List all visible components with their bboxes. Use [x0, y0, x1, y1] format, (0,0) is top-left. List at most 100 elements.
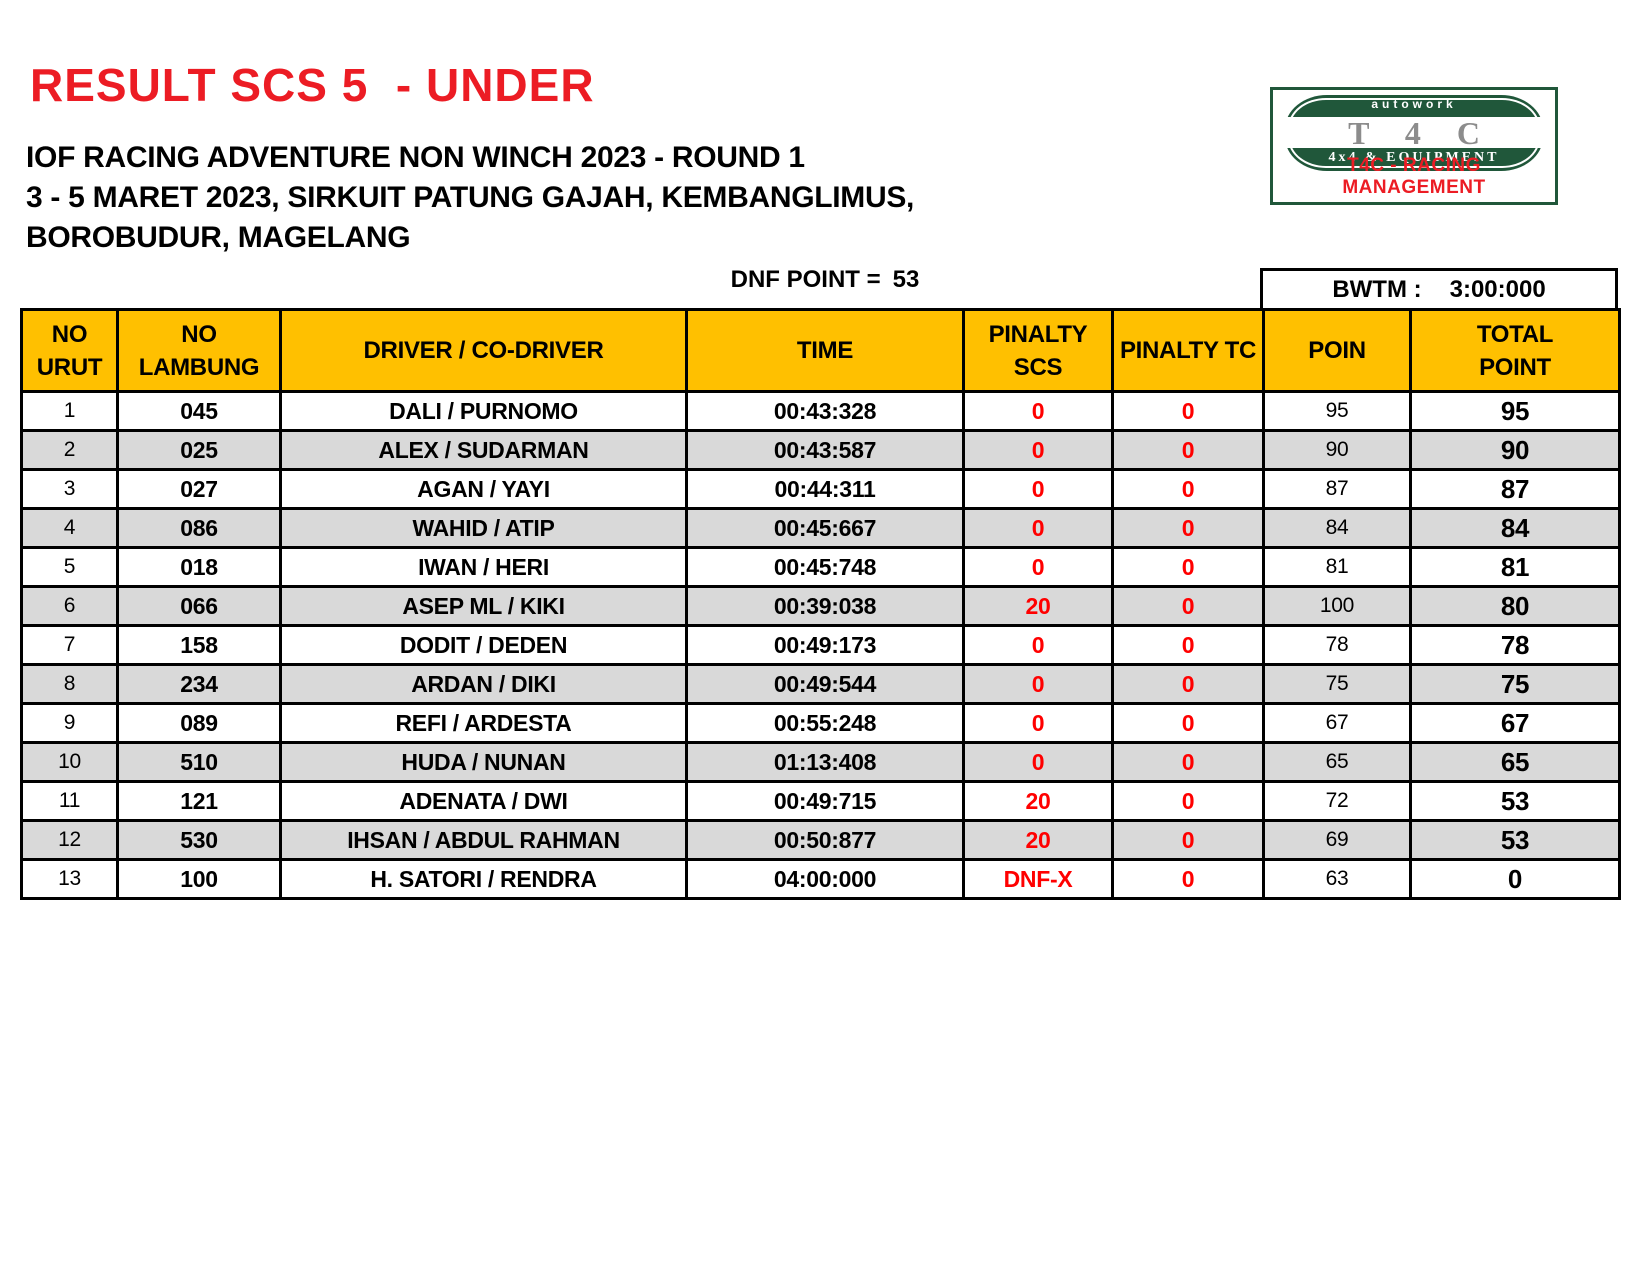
cell-no_lambung: 234: [116, 663, 282, 705]
table-row: 3 027 AGAN / YAYI 00:44:311 0 0 87 87: [20, 468, 1621, 510]
cell-pinalty_tc: 0: [1111, 858, 1265, 900]
event-subtitle: IOF RACING ADVENTURE NON WINCH 2023 - RO…: [26, 141, 915, 254]
cell-driver: HUDA / NUNAN: [279, 741, 688, 783]
logo-equipment-text: 4x4 & EQUIPMENT: [1328, 150, 1500, 165]
cell-poin: 67: [1262, 702, 1412, 744]
cell-time: 00:45:748: [685, 546, 965, 588]
table-row: 6 066 ASEP ML / KIKI 00:39:038 20 0 100 80: [20, 585, 1621, 627]
dnf-point-value: 53: [892, 266, 920, 293]
cell-time: 00:43:328: [685, 390, 965, 432]
bwtm-value: 3:00:000: [1449, 275, 1546, 303]
table-row: 8 234 ARDAN / DIKI 00:49:544 0 0 75 75: [20, 663, 1621, 705]
cell-pinalty_scs: 0: [962, 390, 1114, 432]
table-row: 2 025 ALEX / SUDARMAN 00:43:587 0 0 90 90: [20, 429, 1621, 471]
dnf-point-label: DNF POINT =: [730, 266, 881, 293]
cell-time: 00:55:248: [685, 702, 965, 744]
header-row: NO URUT NO LAMBUNG DRIVER / CO-DRIVER TIME P…: [20, 308, 1621, 393]
cell-total: 67: [1409, 702, 1621, 744]
cell-driver: H. SATORI / RENDRA: [279, 858, 688, 900]
cell-no_urut: 7: [20, 624, 119, 666]
cell-pinalty_scs: 0: [962, 507, 1114, 549]
cell-pinalty_tc: 0: [1111, 390, 1265, 432]
cell-poin: 63: [1262, 858, 1412, 900]
cell-time: 04:00:000: [685, 858, 965, 900]
table-row: 11 121 ADENATA / DWI 00:49:715 20 0 72 53: [20, 780, 1621, 822]
cell-poin: 75: [1262, 663, 1412, 705]
cell-poin: 84: [1262, 507, 1412, 549]
cell-poin: 100: [1262, 585, 1412, 627]
cell-total: 53: [1409, 819, 1621, 861]
cell-driver: REFI / ARDESTA: [279, 702, 688, 744]
cell-driver: WAHID / ATIP: [279, 507, 688, 549]
table-row: 5 018 IWAN / HERI 00:45:748 0 0 81 81: [20, 546, 1621, 588]
table-row: 4 086 WAHID / ATIP 00:45:667 0 0 84 84: [20, 507, 1621, 549]
cell-poin: 72: [1262, 780, 1412, 822]
cell-total: 90: [1409, 429, 1621, 471]
cell-total: 78: [1409, 624, 1621, 666]
header-cell-no_urut: NO URUT: [20, 308, 119, 393]
bwtm-box: BWTM : 3:00:000: [1260, 268, 1618, 308]
cell-total: 87: [1409, 468, 1621, 510]
cell-driver: IWAN / HERI: [279, 546, 688, 588]
header-cell-pinalty_tc: PINALTY TC: [1111, 308, 1265, 393]
cell-pinalty_tc: 0: [1111, 429, 1265, 471]
header-cell-driver: DRIVER / CO-DRIVER: [279, 308, 688, 393]
cell-pinalty_tc: 0: [1111, 663, 1265, 705]
cell-pinalty_tc: 0: [1111, 741, 1265, 783]
cell-pinalty_tc: 0: [1111, 702, 1265, 744]
cell-poin: 81: [1262, 546, 1412, 588]
cell-no_urut: 12: [20, 819, 119, 861]
cell-no_lambung: 158: [116, 624, 282, 666]
cell-time: 00:50:877: [685, 819, 965, 861]
header-cell-no_lambung: NO LAMBUNG: [116, 308, 282, 393]
cell-total: 80: [1409, 585, 1621, 627]
dnf-point-note: DNF POINT = 53: [640, 266, 1010, 294]
cell-poin: 90: [1262, 429, 1412, 471]
results-tbody: 1 045 DALI / PURNOMO 00:43:328 0 0 95 95 2 025 ALE…: [20, 390, 1621, 900]
cell-time: 00:49:715: [685, 780, 965, 822]
cell-total: 65: [1409, 741, 1621, 783]
cell-pinalty_scs: 0: [962, 624, 1114, 666]
logo-caption-text: T4C - RACING MANAGEMENT: [1342, 155, 1486, 198]
cell-pinalty_scs: 0: [962, 741, 1114, 783]
cell-time: 00:39:038: [685, 585, 965, 627]
cell-time: 00:49:173: [685, 624, 965, 666]
t4c-logo-inner: autowork T 4 C 4x4 & EQUIPMENT T4C - RAC…: [1273, 90, 1555, 202]
header-cell-total: TOTAL POINT: [1409, 308, 1621, 393]
cell-time: 00:45:667: [685, 507, 965, 549]
cell-no_lambung: 121: [116, 780, 282, 822]
cell-time: 00:49:544: [685, 663, 965, 705]
cell-driver: DALI / PURNOMO: [279, 390, 688, 432]
cell-pinalty_scs: DNF-X: [962, 858, 1114, 900]
cell-pinalty_scs: 0: [962, 702, 1114, 744]
cell-total: 75: [1409, 663, 1621, 705]
cell-total: 84: [1409, 507, 1621, 549]
cell-driver: DODIT / DEDEN: [279, 624, 688, 666]
cell-time: 00:44:311: [685, 468, 965, 510]
cell-poin: 69: [1262, 819, 1412, 861]
header-cell-time: TIME: [685, 308, 965, 393]
table-row: 9 089 REFI / ARDESTA 00:55:248 0 0 67 67: [20, 702, 1621, 744]
cell-pinalty_scs: 0: [962, 663, 1114, 705]
cell-no_lambung: 025: [116, 429, 282, 471]
cell-poin: 65: [1262, 741, 1412, 783]
table-row: 7 158 DODIT / DEDEN 00:49:173 0 0 78 78: [20, 624, 1621, 666]
page-title: RESULT SCS 5 - UNDER: [30, 59, 595, 111]
cell-pinalty_tc: 0: [1111, 468, 1265, 510]
cell-pinalty_scs: 0: [962, 468, 1114, 510]
cell-no_lambung: 027: [116, 468, 282, 510]
header-cell-poin: POIN: [1262, 308, 1412, 393]
cell-poin: 95: [1262, 390, 1412, 432]
header-cell-pinalty_scs: PINALTY SCS: [962, 308, 1114, 393]
cell-driver: ARDAN / DIKI: [279, 663, 688, 705]
cell-no_urut: 2: [20, 429, 119, 471]
cell-driver: ASEP ML / KIKI: [279, 585, 688, 627]
table-row: 10 510 HUDA / NUNAN 01:13:408 0 0 65 65: [20, 741, 1621, 783]
cell-poin: 87: [1262, 468, 1412, 510]
cell-no_urut: 11: [20, 780, 119, 822]
cell-pinalty_scs: 20: [962, 819, 1114, 861]
cell-no_urut: 3: [20, 468, 119, 510]
cell-total: 95: [1409, 390, 1621, 432]
cell-time: 01:13:408: [685, 741, 965, 783]
